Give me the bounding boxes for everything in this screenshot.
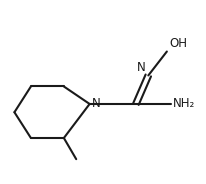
Text: N: N: [137, 61, 145, 74]
Text: NH₂: NH₂: [173, 98, 195, 110]
Text: OH: OH: [169, 37, 187, 50]
Text: N: N: [92, 98, 101, 110]
